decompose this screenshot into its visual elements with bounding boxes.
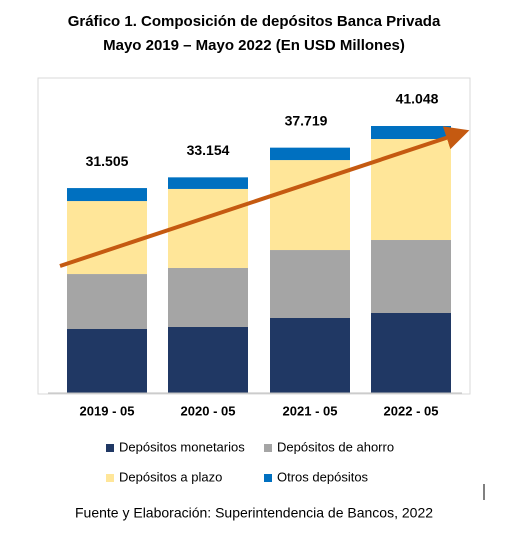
x-tick-label: 2019 - 05	[80, 403, 135, 418]
chart-subtitle: Mayo 2019 – Mayo 2022 (En USD Millones)	[103, 37, 405, 54]
legend-swatch	[106, 444, 114, 452]
legend-label: Depósitos monetarios	[119, 439, 245, 454]
legend-label: Otros depósitos	[277, 469, 369, 484]
total-label: 31.505	[86, 153, 129, 169]
legend-swatch	[106, 474, 114, 482]
total-label: 37.719	[285, 112, 328, 128]
x-tick-label: 2020 - 05	[181, 403, 236, 418]
legend-swatch	[264, 474, 272, 482]
total-label: 41.048	[396, 91, 439, 107]
x-tick-label: 2022 - 05	[384, 403, 439, 418]
bar-segment	[67, 274, 147, 329]
bar-segment	[168, 326, 248, 393]
bar-segment	[168, 267, 248, 327]
trend-arrow	[59, 126, 470, 268]
x-tick-label: 2021 - 05	[283, 403, 338, 418]
bar-segment	[67, 201, 147, 275]
bar-segment	[270, 250, 350, 319]
bar-segment	[168, 177, 248, 189]
chart-title: Gráfico 1. Composición de depósitos Banc…	[68, 13, 441, 30]
bar-segment	[270, 318, 350, 393]
bar-segment	[67, 188, 147, 202]
total-label: 33.154	[187, 142, 230, 158]
legend-swatch	[264, 444, 272, 452]
bar-segment	[270, 147, 350, 161]
bar-segment	[67, 328, 147, 393]
bar-segment	[168, 188, 248, 268]
bar-segment	[371, 138, 451, 241]
source: Fuente y Elaboración: Superintendencia d…	[75, 505, 433, 521]
bar-segment	[371, 126, 451, 139]
legend-label: Depósitos de ahorro	[277, 439, 394, 454]
legend-label: Depósitos a plazo	[119, 469, 222, 484]
plot-frame	[37, 77, 471, 395]
bar-segment	[371, 312, 451, 393]
bar-segment	[371, 240, 451, 313]
